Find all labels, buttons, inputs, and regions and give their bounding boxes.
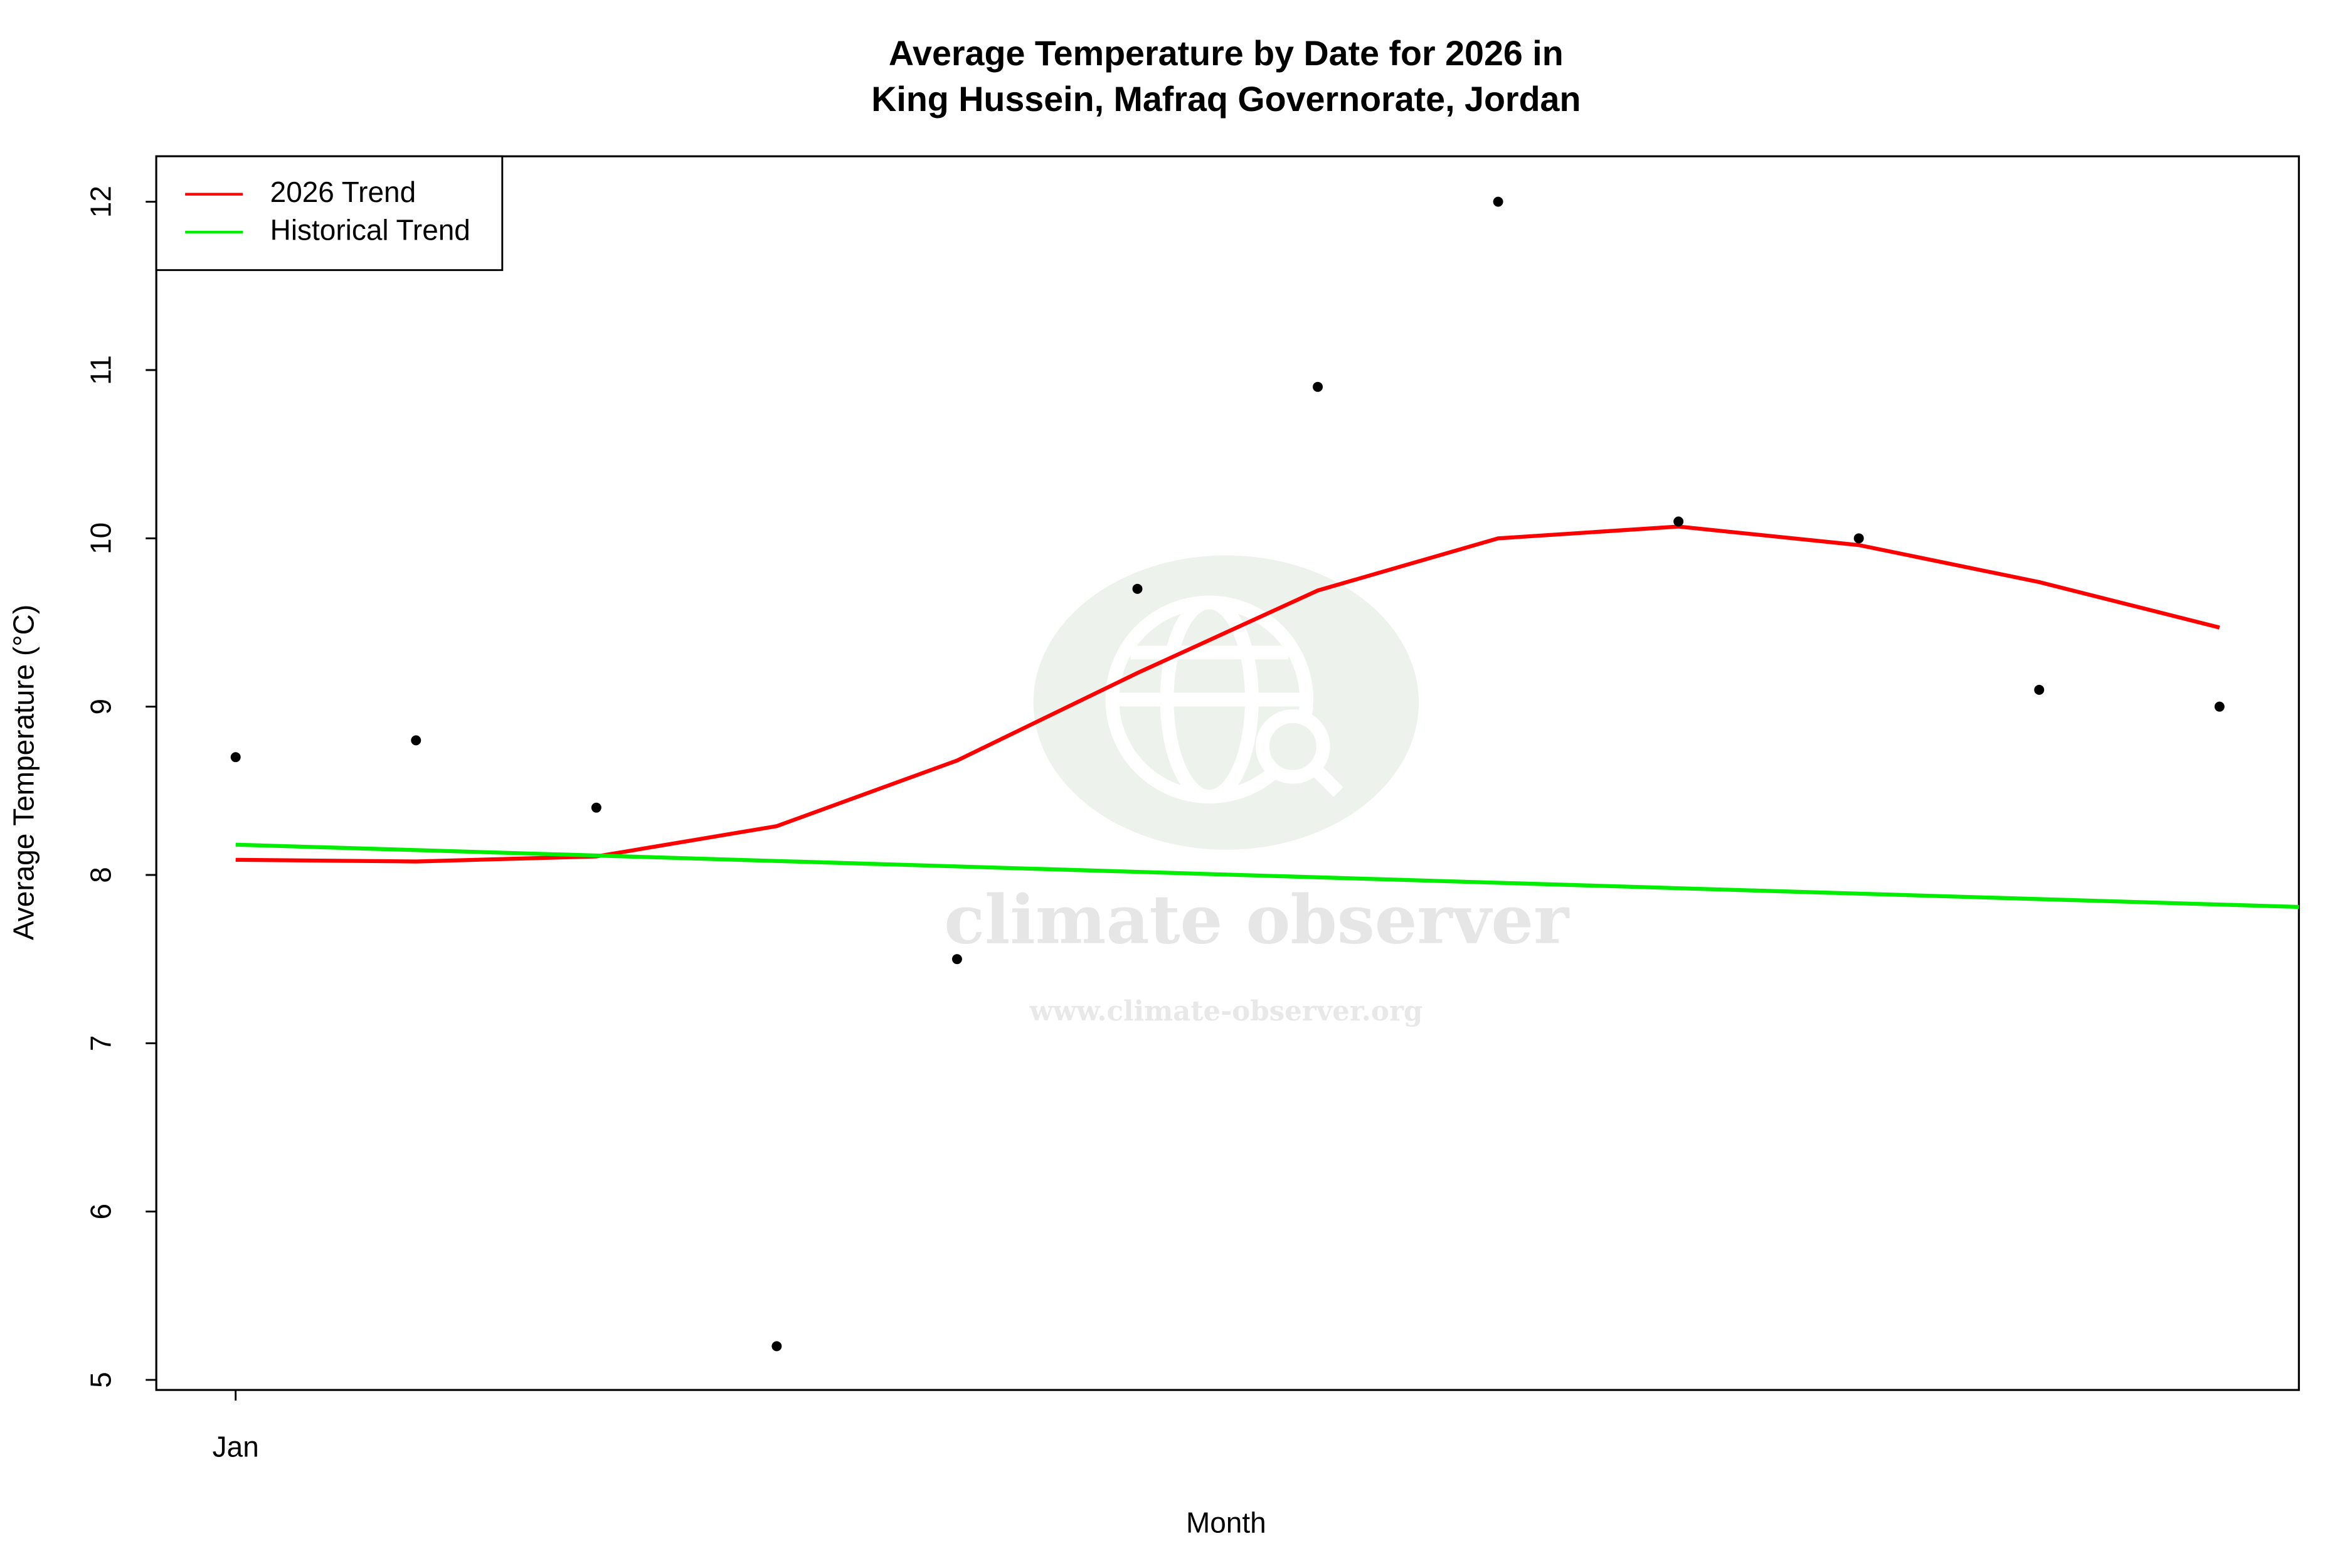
y-tick-label: 6 bbox=[85, 1204, 117, 1220]
data-point bbox=[1132, 583, 1143, 594]
legend-label: Historical Trend bbox=[270, 213, 470, 246]
y-tick-label: 5 bbox=[85, 1372, 117, 1388]
data-point bbox=[591, 802, 601, 813]
data-point bbox=[2214, 701, 2225, 712]
legend-box bbox=[155, 155, 504, 272]
data-point bbox=[1313, 381, 1323, 392]
y-tick-label: 7 bbox=[85, 1036, 117, 1052]
watermark-url: www.climate-observer.org bbox=[1029, 995, 1422, 1027]
watermark-icon bbox=[1105, 595, 1343, 804]
chart-title: King Hussein, Mafraq Governorate, Jordan bbox=[871, 80, 1581, 119]
y-axis-label: Average Temperature (°C) bbox=[7, 605, 40, 940]
data-point bbox=[771, 1341, 782, 1352]
chart-title: Average Temperature by Date for 2026 in bbox=[889, 34, 1564, 73]
data-point bbox=[411, 735, 421, 746]
y-tick-label: 9 bbox=[85, 699, 117, 715]
x-axis-label: Month bbox=[1186, 1507, 1266, 1539]
data-point bbox=[1853, 533, 1864, 544]
y-tick-label: 11 bbox=[85, 355, 117, 385]
data-point bbox=[2034, 684, 2045, 695]
y-tick-label: 8 bbox=[85, 867, 117, 883]
trend-line bbox=[235, 842, 2299, 909]
legend-label: 2026 Trend bbox=[270, 176, 416, 208]
trend-line bbox=[235, 524, 2220, 864]
watermark: climate observer www.climate-observer.or… bbox=[944, 555, 1570, 1027]
data-point bbox=[951, 954, 962, 965]
data-point bbox=[230, 752, 241, 763]
data-point bbox=[1673, 516, 1684, 527]
data-point bbox=[1493, 196, 1503, 207]
y-tick-label: 10 bbox=[85, 522, 117, 554]
y-tick-label: 12 bbox=[85, 186, 117, 218]
x-tick-label: Jan bbox=[213, 1431, 259, 1463]
watermark-name: climate observer bbox=[944, 881, 1570, 959]
plot-frame bbox=[155, 155, 2300, 1391]
